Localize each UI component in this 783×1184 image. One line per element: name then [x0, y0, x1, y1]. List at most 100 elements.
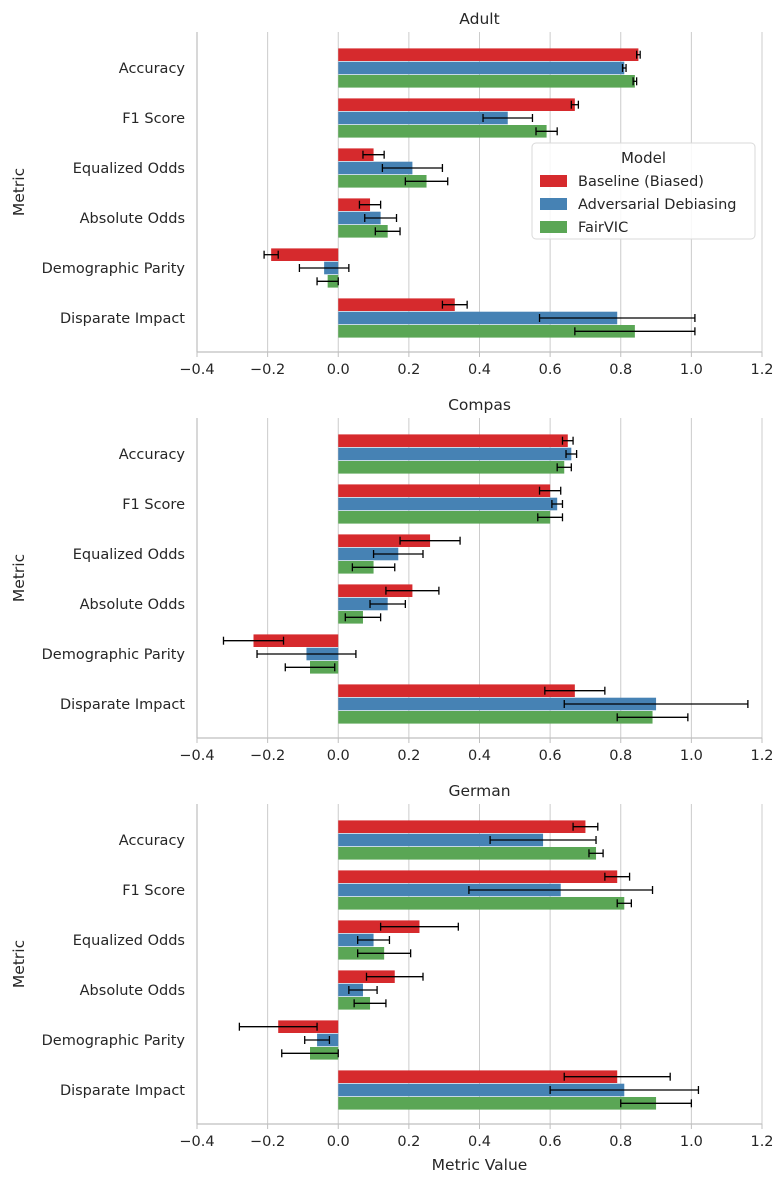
bar-baseline-biased	[338, 534, 431, 547]
x-tick-label: 0.8	[609, 748, 632, 764]
bar-adversarial-debiasing	[338, 933, 374, 947]
legend-swatch	[540, 175, 567, 187]
bar-baseline-biased	[338, 98, 575, 111]
category-label: F1 Score	[122, 111, 185, 127]
x-tick-label: 0.2	[397, 1134, 420, 1150]
category-label: Accuracy	[119, 61, 186, 77]
bar-fairvic	[338, 711, 653, 724]
x-tick-label: −0.2	[250, 362, 285, 378]
x-tick-label: 0.4	[468, 362, 491, 378]
category-label: Disparate Impact	[60, 697, 185, 713]
panel-title: Adult	[459, 10, 499, 28]
bar-baseline-biased	[338, 1070, 618, 1083]
legend-box	[531, 142, 756, 240]
legend: Model Baseline (Biased) Adversarial Debias…	[531, 142, 756, 240]
category-label: Absolute Odds	[80, 983, 185, 999]
bar-adversarial-debiasing	[338, 547, 399, 561]
bar-fairvic	[338, 897, 625, 910]
bar-baseline-biased	[338, 148, 374, 161]
category-label: F1 Score	[122, 497, 185, 513]
x-tick-label: 1.0	[680, 1134, 703, 1150]
category-label: Absolute Odds	[80, 211, 185, 227]
legend-label: FairVIC	[578, 220, 628, 236]
legend-title: Model	[621, 149, 666, 167]
bar-fairvic	[338, 125, 547, 138]
bar-adversarial-debiasing	[338, 111, 508, 125]
bar-fairvic	[338, 175, 427, 188]
panel-title: German	[448, 782, 510, 800]
category-label: Equalized Odds	[73, 161, 185, 177]
category-label: Accuracy	[119, 447, 186, 463]
legend-swatch	[540, 221, 567, 233]
bar-baseline-biased	[338, 584, 413, 597]
bar-adversarial-debiasing	[338, 597, 388, 611]
bar-adversarial-debiasing	[338, 447, 572, 461]
x-tick-label: 1.0	[680, 362, 703, 378]
bar-baseline-biased	[338, 684, 575, 697]
bar-adversarial-debiasing	[338, 833, 544, 847]
x-tick-label: 1.2	[750, 1134, 773, 1150]
x-axis-label: Metric Value	[432, 1156, 528, 1174]
bar-baseline-biased	[253, 634, 339, 647]
category-label: Accuracy	[119, 833, 186, 849]
x-tick-label: 0.2	[397, 748, 420, 764]
bar-adversarial-debiasing	[338, 211, 381, 225]
x-tick-label: 0.8	[609, 362, 632, 378]
x-tick-label: 1.0	[680, 748, 703, 764]
bar-baseline-biased	[338, 434, 568, 447]
bar-adversarial-debiasing	[338, 697, 657, 711]
bar-baseline-biased	[338, 298, 455, 311]
bar-adversarial-debiasing	[338, 883, 561, 897]
bar-baseline-biased	[338, 820, 586, 833]
category-label: F1 Score	[122, 883, 185, 899]
category-label: Disparate Impact	[60, 311, 185, 327]
chart-panel-adult: Adult −0.4 −0.2 0.0 0.2 0.4 0.6 0.8 1.0 1.2 Accura…	[10, 10, 774, 378]
x-tick-label: 0.8	[609, 1134, 632, 1150]
x-tick-label: 0.4	[468, 748, 491, 764]
x-tick-label: 0.6	[539, 362, 562, 378]
x-tick-label: −0.2	[250, 748, 285, 764]
x-tick-label: −0.4	[179, 362, 214, 378]
x-tick-label: −0.2	[250, 1134, 285, 1150]
category-label: Demographic Parity	[42, 647, 186, 663]
y-axis-label: Metric	[10, 940, 28, 988]
y-axis-label: Metric	[10, 554, 28, 602]
x-tick-label: 0.0	[327, 748, 350, 764]
panel-title: Compas	[448, 396, 511, 414]
bar-adversarial-debiasing	[338, 161, 413, 175]
bar-fairvic	[338, 461, 565, 474]
x-tick-label: 0.6	[539, 748, 562, 764]
bar-fairvic	[338, 847, 597, 860]
x-tick-label: 0.6	[539, 1134, 562, 1150]
category-label: Demographic Parity	[42, 1033, 186, 1049]
y-axis-label: Metric	[10, 168, 28, 216]
x-tick-label: −0.4	[179, 748, 214, 764]
category-label: Demographic Parity	[42, 261, 186, 277]
chart-panel-compas: Compas −0.4 −0.2 0.0 0.2 0.4 0.6 0.8 1.0 1.2 Accur…	[10, 396, 774, 764]
bar-adversarial-debiasing	[338, 497, 558, 511]
bar-fairvic	[338, 75, 635, 88]
category-label: Equalized Odds	[73, 933, 185, 949]
bar-fairvic	[338, 511, 551, 524]
category-label: Disparate Impact	[60, 1083, 185, 1099]
bar-adversarial-debiasing	[338, 61, 625, 75]
x-tick-label: 1.2	[750, 362, 773, 378]
x-tick-label: 1.2	[750, 748, 773, 764]
category-label: Equalized Odds	[73, 547, 185, 563]
bar-baseline-biased	[338, 484, 551, 497]
bar-baseline-biased	[338, 870, 618, 883]
chart-panel-german: German −0.4 −0.2 0.0 0.2 0.4 0.6 0.8 1.0 1.2 Accur…	[10, 782, 774, 1174]
bar-baseline-biased	[338, 48, 639, 61]
legend-label: Adversarial Debiasing	[578, 197, 736, 213]
x-tick-label: −0.4	[179, 1134, 214, 1150]
bar-adversarial-debiasing	[338, 311, 618, 325]
bar-fairvic	[338, 325, 635, 338]
bar-fairvic	[338, 1097, 657, 1110]
bar-adversarial-debiasing	[338, 1083, 625, 1097]
x-tick-label: 0.0	[327, 362, 350, 378]
bar-baseline-biased	[271, 248, 339, 261]
x-tick-label: 0.2	[397, 362, 420, 378]
category-label: Absolute Odds	[80, 597, 185, 613]
legend-swatch	[540, 198, 567, 210]
